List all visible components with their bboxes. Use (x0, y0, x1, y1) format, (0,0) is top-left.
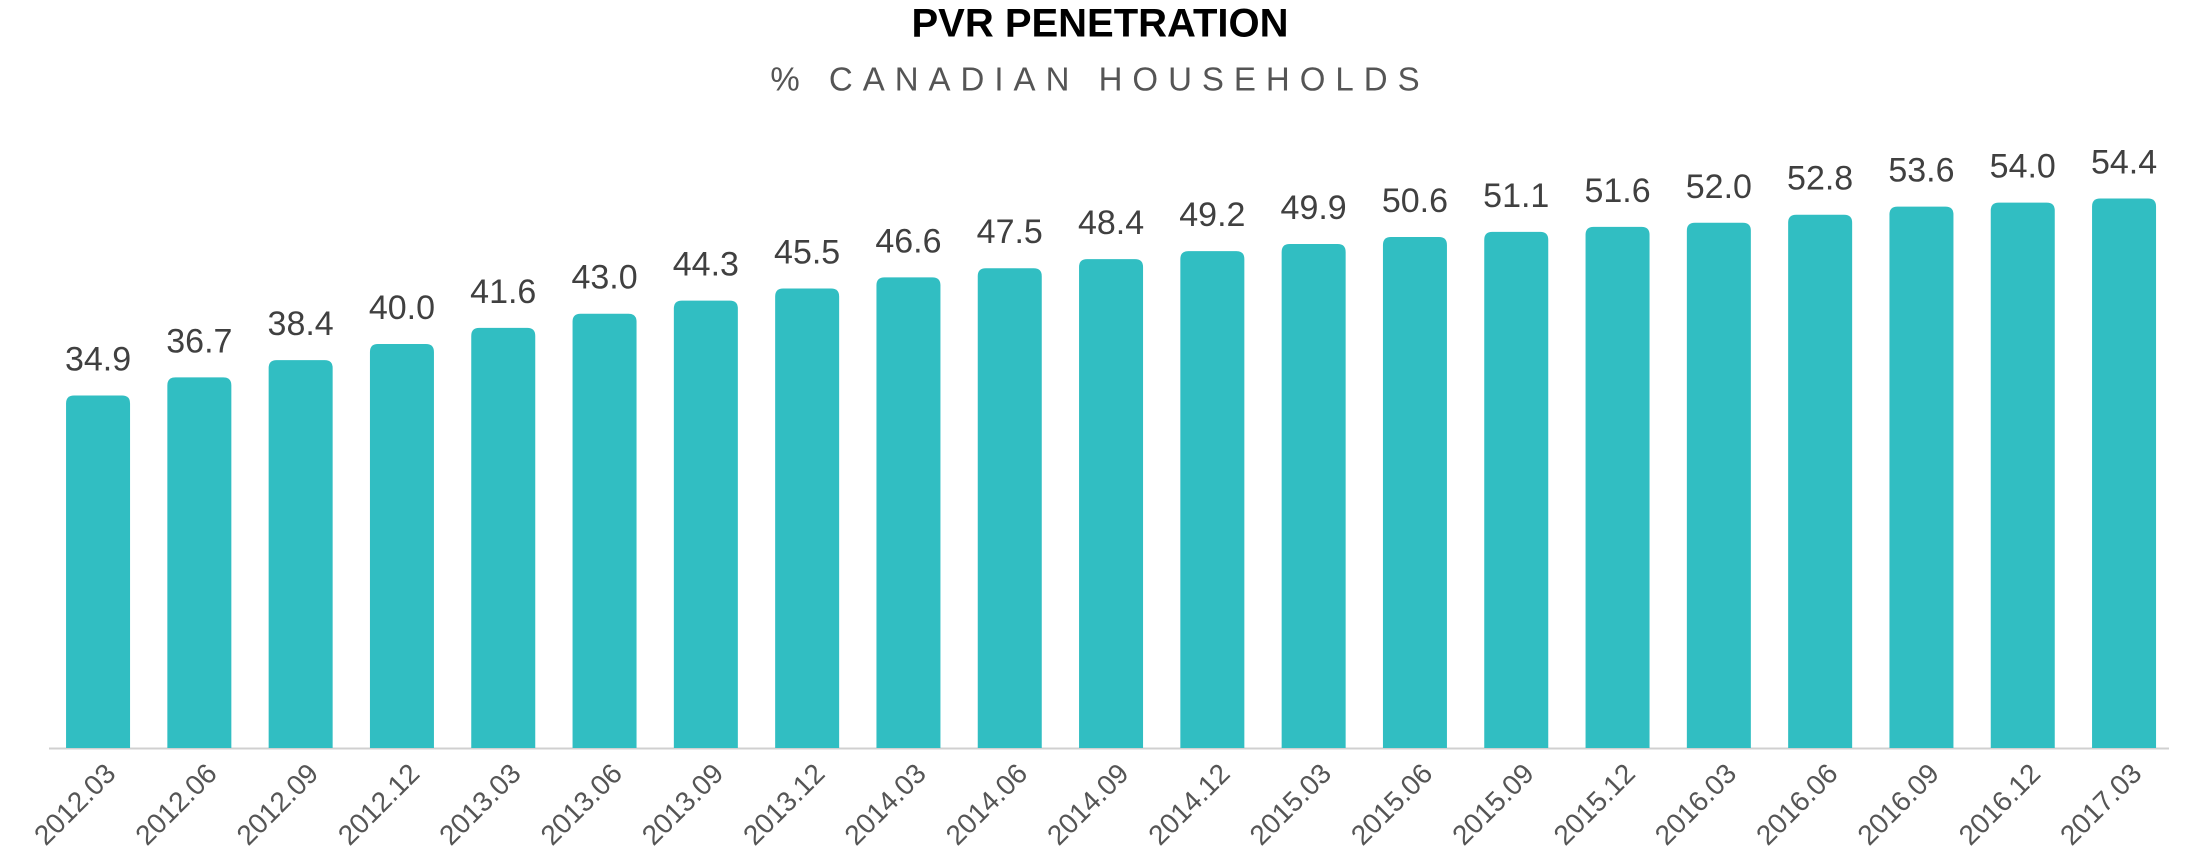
value-label: 52.0 (1686, 168, 1752, 206)
bar (167, 377, 232, 748)
value-label: 50.6 (1382, 182, 1448, 220)
bar (1990, 202, 2055, 749)
x-tick-label: 2014.06 (940, 758, 1033, 851)
value-label: 38.4 (268, 305, 334, 343)
bar (1686, 222, 1751, 749)
value-label: 52.8 (1787, 160, 1853, 198)
value-label: 44.3 (673, 246, 739, 284)
chart-subtitle: % CANADIAN HOUSEHOLDS (770, 61, 1429, 98)
bar (1788, 214, 1853, 749)
x-tick-label: 2015.06 (1345, 758, 1438, 851)
bar (1484, 231, 1549, 748)
x-tick-label: 2013.09 (636, 758, 729, 851)
value-label: 34.9 (65, 340, 131, 378)
x-tick-label: 2016.03 (1649, 758, 1742, 851)
bar (471, 327, 536, 748)
value-label: 49.9 (1281, 189, 1347, 227)
bar (572, 313, 637, 748)
chart-title: PVR PENETRATION (911, 2, 1288, 46)
bar (268, 360, 333, 748)
bar (775, 288, 840, 748)
x-tick-label: 2012.12 (332, 758, 425, 851)
bar (2092, 198, 2157, 748)
bar (1180, 251, 1245, 748)
value-label: 40.0 (369, 289, 435, 327)
x-tick-label: 2013.06 (535, 758, 628, 851)
value-label: 43.0 (571, 259, 637, 297)
x-tick-label: 2014.03 (838, 758, 931, 851)
bar (1585, 226, 1650, 749)
value-label: 36.7 (166, 322, 232, 360)
value-label: 51.1 (1483, 177, 1549, 215)
x-tick-label: 2015.12 (1548, 758, 1641, 851)
value-label: 45.5 (774, 233, 840, 271)
x-tick-label: 2015.03 (1244, 758, 1337, 851)
x-tick-label: 2013.03 (433, 758, 526, 851)
bar (1889, 206, 1954, 748)
x-tick-label: 2012.03 (28, 758, 121, 851)
x-tick-label: 2013.12 (737, 758, 830, 851)
bar (1079, 259, 1144, 748)
value-label: 41.6 (470, 273, 536, 311)
value-label: 47.5 (977, 213, 1043, 251)
x-tick-label: 2012.09 (231, 758, 324, 851)
value-label: 51.6 (1584, 172, 1650, 210)
value-label: 54.4 (2091, 144, 2157, 182)
x-tick-label: 2015.09 (1446, 758, 1539, 851)
bar (369, 344, 434, 748)
x-tick-label: 2016.06 (1750, 758, 1843, 851)
x-tick-label: 2017.03 (2054, 758, 2147, 851)
bar (977, 268, 1042, 748)
bar (66, 395, 131, 748)
x-tick-label: 2014.12 (1142, 758, 1235, 851)
bar (673, 300, 738, 748)
value-label: 49.2 (1179, 196, 1245, 234)
value-label: 48.4 (1078, 204, 1144, 242)
value-label: 46.6 (875, 222, 941, 260)
x-tick-label: 2012.06 (129, 758, 222, 851)
bar (1382, 236, 1447, 748)
bar (1281, 244, 1346, 748)
value-label: 53.6 (1888, 152, 1954, 190)
x-tick-label: 2014.09 (1041, 758, 1134, 851)
value-label: 54.0 (1990, 148, 2056, 186)
bar (876, 277, 941, 748)
x-tick-label: 2016.12 (1953, 758, 2046, 851)
x-tick-label: 2016.09 (1851, 758, 1944, 851)
